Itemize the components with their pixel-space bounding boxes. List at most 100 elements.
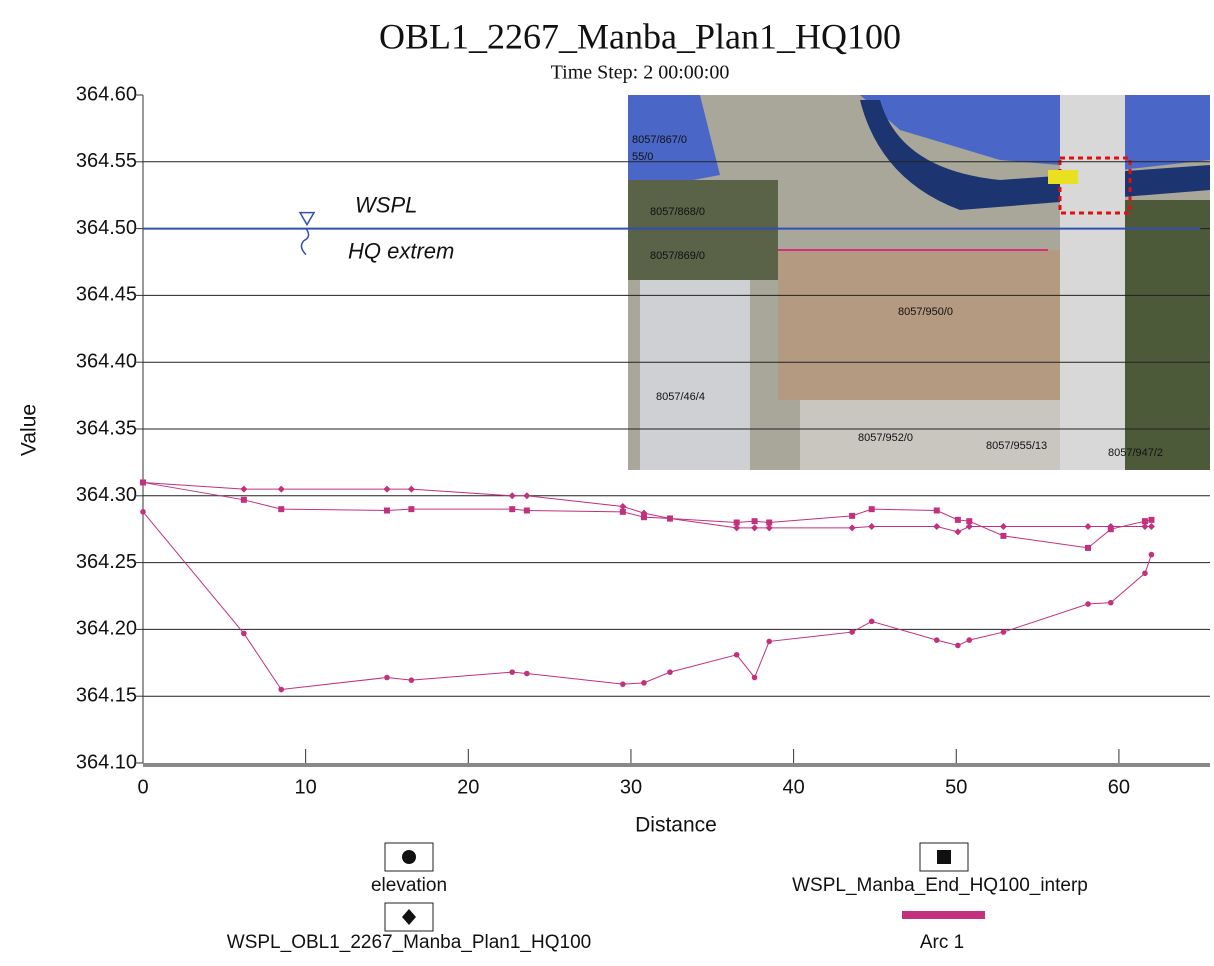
x-tick-label: 50 [945, 776, 967, 798]
point [241, 631, 247, 637]
y-tick-label: 364.55 [76, 150, 137, 172]
legend-label: Arc 1 [920, 932, 964, 953]
point [1001, 629, 1007, 635]
point [140, 509, 146, 515]
point [752, 675, 758, 681]
chart-title: OBL1_2267_Manba_Plan1_HQ100 [379, 16, 901, 56]
point [620, 681, 626, 687]
point [509, 506, 515, 512]
y-tick-label: 364.10 [76, 751, 137, 773]
y-tick-label: 364.25 [76, 551, 137, 573]
map-field [778, 250, 1078, 400]
map-trees [628, 180, 778, 280]
y-tick-label: 364.30 [76, 484, 137, 506]
point [509, 669, 515, 675]
map-label: 8057/869/0 [650, 250, 705, 262]
y-tick-label: 364.20 [76, 618, 137, 640]
map-road [1060, 95, 1125, 470]
point [241, 497, 247, 503]
point [524, 507, 530, 513]
map-label: 8057/867/0 [632, 134, 687, 146]
point [278, 687, 284, 693]
x-tick-label: 40 [782, 776, 804, 798]
series-line [143, 512, 1151, 690]
point [1085, 601, 1091, 607]
legend-marker [937, 850, 951, 864]
y-tick-label: 364.35 [76, 417, 137, 439]
point [934, 637, 940, 643]
legend-label: WSPL_OBL1_2267_Manba_Plan1_HQ100 [227, 932, 591, 953]
chart: OBL1_2267_Manba_Plan1_HQ100 Time Step: 2… [0, 0, 1214, 966]
point [523, 492, 530, 499]
point [1085, 523, 1092, 530]
x-tick-label: 20 [457, 776, 479, 798]
point [278, 506, 284, 512]
point [409, 677, 415, 683]
point [734, 652, 740, 658]
map-label: 55/0 [632, 151, 653, 163]
point [408, 486, 415, 493]
map-label: 8057/947/2 [1108, 447, 1163, 459]
point [934, 507, 940, 513]
series-line [143, 482, 1151, 531]
map-bridge-deck [1048, 170, 1078, 184]
point [933, 523, 940, 530]
map-lot [640, 280, 750, 470]
point [383, 486, 390, 493]
point [641, 680, 647, 686]
map-label: 8057/46/4 [656, 391, 705, 403]
legend-label: WSPL_Manba_End_HQ100_interp [792, 875, 1088, 896]
y-tick-label: 364.50 [76, 217, 137, 239]
legend-marker [402, 850, 416, 864]
series-line [143, 482, 1151, 547]
point [752, 518, 758, 524]
point [955, 643, 961, 649]
annotation-text: WSPL [355, 192, 417, 217]
y-tick-label: 364.45 [76, 284, 137, 306]
point [751, 524, 758, 531]
point [966, 637, 972, 643]
point [240, 486, 247, 493]
point [524, 671, 530, 677]
point [278, 486, 285, 493]
map-label: 8057/955/13 [986, 440, 1047, 452]
point [849, 629, 855, 635]
point [849, 524, 856, 531]
point [849, 513, 855, 519]
point [955, 517, 961, 523]
x-tick-label: 10 [295, 776, 317, 798]
x-tick-label: 60 [1108, 776, 1130, 798]
point [1148, 517, 1154, 523]
y-axis-label: Value [18, 404, 41, 456]
y-tick-label: 364.60 [76, 83, 137, 105]
point [408, 506, 414, 512]
point [1142, 570, 1148, 576]
x-axis-label: Distance [635, 814, 717, 837]
y-tick-label: 364.15 [76, 684, 137, 706]
point [384, 675, 390, 681]
legend-line [902, 911, 985, 919]
annotation-symbol [300, 213, 314, 255]
x-tick-label: 0 [137, 776, 148, 798]
x-tick-label: 30 [620, 776, 642, 798]
chart-subtitle: Time Step: 2 00:00:00 [551, 62, 730, 84]
point [869, 506, 875, 512]
page: OBL1_2267_Manba_Plan1_HQ100 Time Step: 2… [0, 0, 1214, 966]
point [1000, 533, 1006, 539]
point [509, 492, 516, 499]
point [667, 669, 673, 675]
point [1149, 552, 1155, 558]
point [1000, 523, 1007, 530]
map-label: 8057/868/0 [650, 206, 705, 218]
map-label: 8057/950/0 [898, 306, 953, 318]
point [1148, 523, 1155, 530]
point [1108, 600, 1114, 606]
annotation-text: HQ extrem [348, 238, 454, 263]
inset-map: 8057/867/0 55/0 8057/868/0 8057/869/0 80… [628, 95, 1210, 470]
map-label: 8057/952/0 [858, 432, 913, 444]
point [869, 619, 875, 625]
point [868, 523, 875, 530]
point [954, 528, 961, 535]
map-buildings [800, 400, 1060, 470]
y-tick-label: 364.40 [76, 350, 137, 372]
